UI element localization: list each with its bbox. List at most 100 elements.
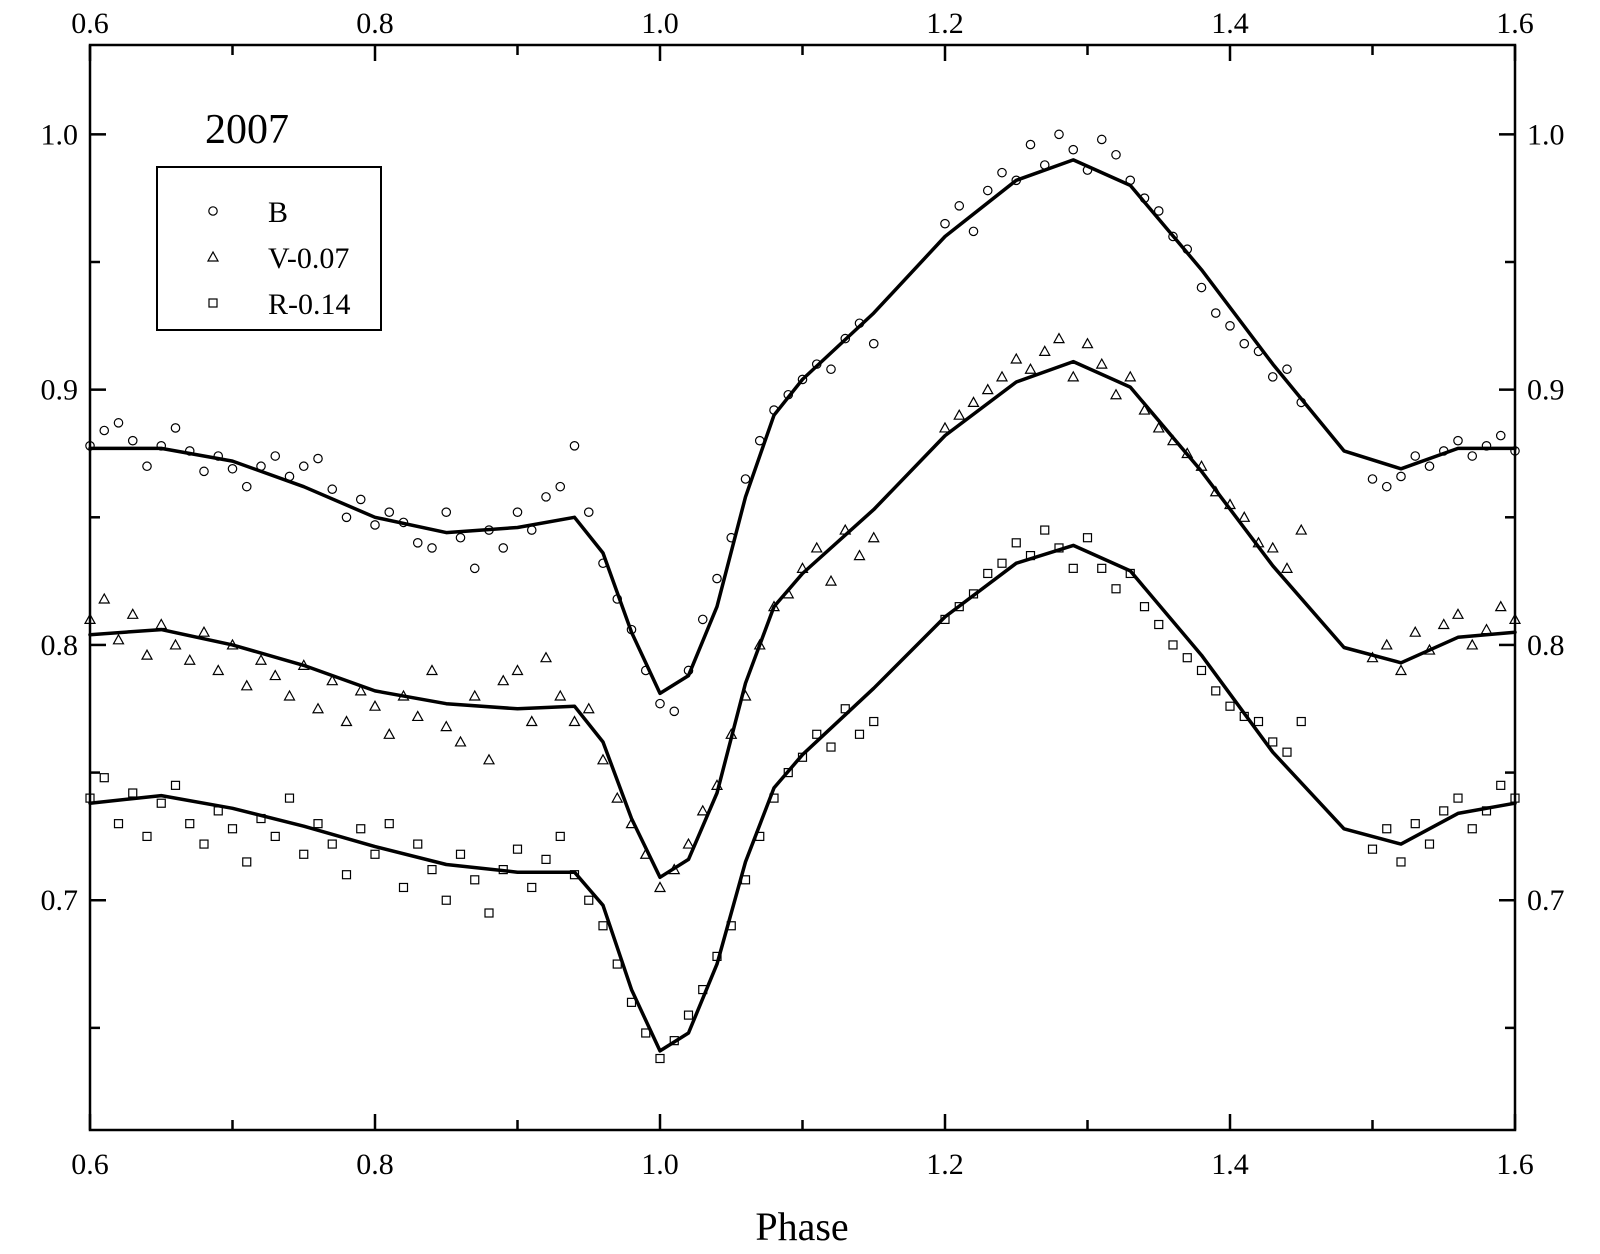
b-point xyxy=(954,201,965,211)
v-point xyxy=(1437,618,1450,630)
b-point xyxy=(313,453,323,464)
r-point xyxy=(1225,701,1235,711)
v-point xyxy=(981,383,994,395)
v-point xyxy=(368,699,382,711)
r-point xyxy=(242,857,252,867)
b-point xyxy=(99,425,110,436)
b-point xyxy=(669,706,680,717)
x-tick-label-bottom: 1.2 xyxy=(926,1148,964,1181)
b-point xyxy=(512,507,523,517)
r-point xyxy=(826,742,836,752)
v-point xyxy=(183,654,196,665)
b-point xyxy=(583,507,594,517)
v-point xyxy=(155,618,168,630)
r-point xyxy=(1268,737,1278,747)
r-point xyxy=(1253,716,1264,727)
r-point xyxy=(142,831,152,842)
b-point xyxy=(241,481,252,492)
v-point xyxy=(853,549,866,561)
v-point xyxy=(311,702,325,714)
v-point xyxy=(454,735,467,747)
x-tick-label-bottom: 0.8 xyxy=(356,1148,394,1181)
b-point xyxy=(1225,321,1235,331)
v-fit-curve xyxy=(88,359,1517,880)
r-point xyxy=(384,819,394,829)
b-point xyxy=(127,435,138,446)
v-point xyxy=(1038,345,1051,356)
r-point xyxy=(455,849,466,859)
x-tick-label-top: 0.8 xyxy=(356,7,394,40)
b-point xyxy=(1410,451,1421,461)
v-point xyxy=(1109,388,1123,400)
v-point xyxy=(611,791,624,803)
v-point xyxy=(1380,638,1393,650)
v-point xyxy=(340,715,353,727)
v-point xyxy=(1095,357,1108,369)
v-point xyxy=(539,651,553,663)
x-tick-label-bottom: 1.4 xyxy=(1211,1148,1249,1181)
r-point xyxy=(156,798,166,808)
r-point xyxy=(683,1010,694,1020)
r-point xyxy=(170,780,181,790)
b-point xyxy=(427,543,437,553)
y-tick-label-left: 1.0 xyxy=(41,118,79,151)
v-point xyxy=(1266,541,1279,553)
r-point xyxy=(555,831,565,842)
b-point xyxy=(982,185,993,196)
b-point xyxy=(1495,430,1506,441)
b-point xyxy=(840,333,851,344)
b-point xyxy=(341,512,352,523)
r-point xyxy=(227,824,238,834)
r-point xyxy=(1139,602,1150,612)
r-point xyxy=(997,558,1007,568)
v-point xyxy=(497,674,510,686)
b-point xyxy=(826,364,836,375)
v-point xyxy=(83,613,97,625)
r-point xyxy=(655,1053,665,1064)
legend-marker-r-point xyxy=(208,298,218,308)
b-point xyxy=(441,507,452,517)
r-point xyxy=(1154,619,1164,630)
b-point xyxy=(327,484,338,495)
b-point xyxy=(1196,282,1207,293)
r-point xyxy=(427,864,437,875)
r-fit-curve xyxy=(88,543,1517,1053)
b-point xyxy=(697,614,708,625)
r-point xyxy=(99,773,109,783)
r-point xyxy=(1439,806,1449,816)
v-point xyxy=(867,531,880,543)
r-point xyxy=(327,839,337,849)
b-point xyxy=(1367,474,1378,484)
b-point xyxy=(1282,364,1292,375)
v-point xyxy=(482,753,496,765)
b-point xyxy=(298,461,309,472)
r-point xyxy=(584,895,594,905)
v-point xyxy=(525,715,538,727)
v-point xyxy=(995,370,1009,382)
x-tick-label-top: 1.2 xyxy=(926,7,964,40)
r-point xyxy=(1168,640,1178,650)
v-point xyxy=(824,574,838,586)
r-point xyxy=(1496,780,1506,790)
r-point xyxy=(1282,747,1292,757)
legend-label-r: R-0.14 xyxy=(268,288,351,321)
legend-label-v: V-0.07 xyxy=(268,242,349,275)
b-point xyxy=(1068,144,1079,155)
v-point xyxy=(254,654,268,665)
v-point xyxy=(1010,352,1023,364)
b-point xyxy=(455,532,466,543)
b-point xyxy=(1054,129,1064,140)
r-point xyxy=(398,882,409,893)
b-point xyxy=(797,374,808,385)
r-point xyxy=(1211,686,1221,696)
x-tick-label-top: 1.0 xyxy=(641,7,679,40)
v-point xyxy=(1067,370,1080,382)
axis-tick-labels: 0.6 0.6 0.8 0.8 1.0 1.0 1.2 1.2 1.4 1.4 1.6 1.6 0.7 0… xyxy=(41,7,1565,1181)
v-point xyxy=(1024,362,1037,374)
x-axis-title: Phase xyxy=(755,1204,848,1249)
r-point xyxy=(1111,584,1121,594)
r-point xyxy=(370,849,380,859)
r-point xyxy=(1382,824,1392,834)
x-tick-label-top: 1.6 xyxy=(1496,7,1534,40)
